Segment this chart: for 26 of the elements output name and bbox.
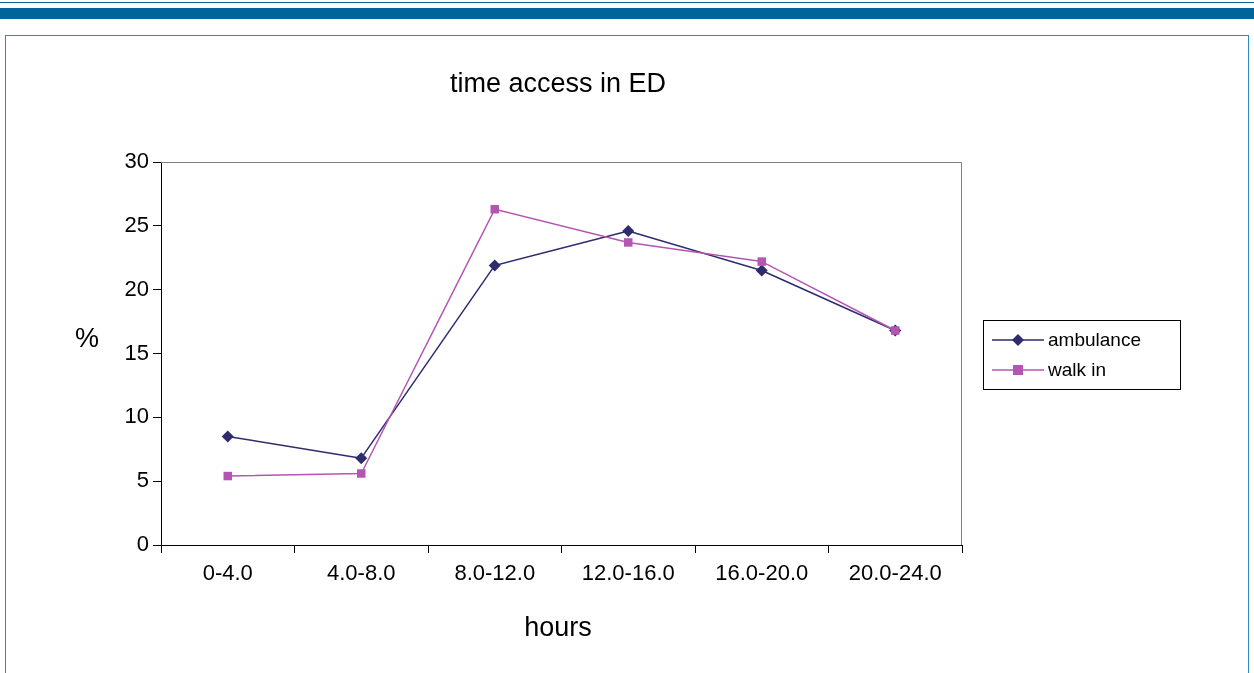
x-tick-label: 20.0-24.0 (848, 560, 942, 586)
y-tick-label: 0 (136, 531, 149, 557)
point (757, 257, 766, 266)
point (355, 452, 368, 465)
point (488, 259, 501, 272)
y-tick-label: 15 (124, 339, 149, 365)
y-tick-label: 25 (124, 211, 149, 237)
y-tick-label: 30 (124, 148, 149, 174)
chart-title: time access in ED (449, 67, 667, 99)
point (622, 224, 635, 237)
y-tick-label: 5 (136, 467, 149, 493)
y-tick-label: 10 (124, 403, 149, 429)
y-axis-title: % (74, 322, 100, 354)
legend-label: ambulance (1048, 329, 1141, 351)
x-tick-label: 8.0-12.0 (454, 560, 536, 586)
x-tick-label: 16.0-20.0 (715, 560, 809, 586)
x-tick-label: 12.0-16.0 (581, 560, 675, 586)
point (755, 264, 768, 277)
y-tick-label: 20 (124, 275, 149, 301)
x-axis-title: hours (524, 611, 592, 643)
x-tick-label: 0-4.0 (202, 560, 253, 586)
point (357, 469, 366, 478)
point (221, 430, 234, 443)
point (624, 238, 633, 247)
x-tick-label: 4.0-8.0 (327, 560, 396, 586)
legend-label: walk in (1048, 359, 1107, 381)
